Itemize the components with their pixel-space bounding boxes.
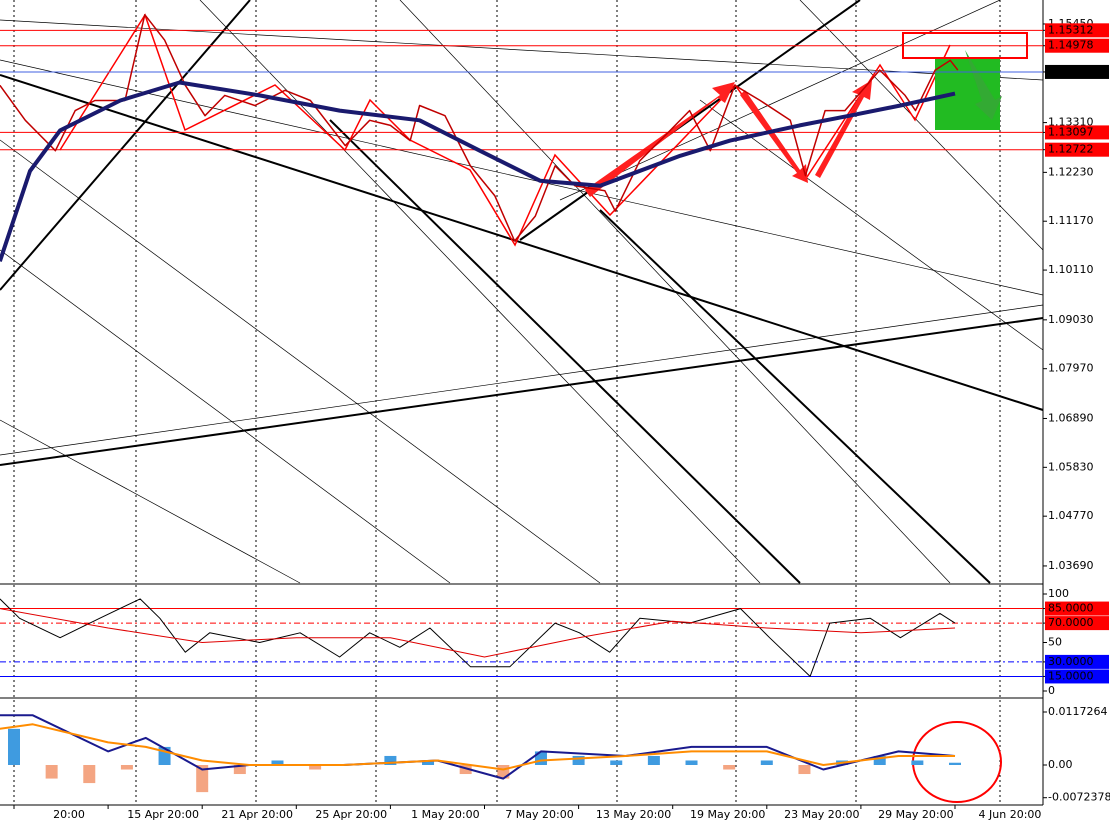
price-label-bg xyxy=(1045,601,1109,616)
y-tick-label: 1.13310 xyxy=(1048,116,1094,129)
y-tick-label: 1.11170 xyxy=(1048,214,1094,227)
y-tick-label: -0.0072378 xyxy=(1048,791,1110,804)
arrows xyxy=(585,80,872,197)
price-label-bg xyxy=(1045,38,1109,53)
price-label-bg xyxy=(1045,23,1109,38)
x-tick-label: 13 May 20:00 xyxy=(596,808,671,821)
histogram-bar xyxy=(271,760,284,765)
y-tick-label: 1.09030 xyxy=(1048,313,1094,326)
x-tick-label: 21 Apr 20:00 xyxy=(221,808,293,821)
histogram-bar xyxy=(572,755,585,765)
histogram-bar xyxy=(685,760,698,765)
y-tick-label: 1.03690 xyxy=(1048,559,1094,572)
y-tick-label: 1.14978 xyxy=(1048,39,1094,52)
y-tick-label: 1.05830 xyxy=(1048,460,1094,473)
y-tick-label: 50 xyxy=(1048,636,1062,649)
histogram-bar xyxy=(873,755,886,765)
histogram-bar xyxy=(723,764,736,770)
price-label-bg xyxy=(1045,125,1109,140)
series-line xyxy=(0,80,956,262)
histogram-bar xyxy=(384,755,397,765)
y-tick-label: 1.12722 xyxy=(1048,143,1094,156)
histogram-bar xyxy=(911,760,924,765)
x-tick-label: 19 May 20:00 xyxy=(690,808,765,821)
y-tick-label: 1.10110 xyxy=(1048,263,1094,276)
histogram-bar xyxy=(949,762,961,765)
y-tick-label: 30.0000 xyxy=(1048,655,1094,668)
histogram-bar xyxy=(798,764,811,775)
histogram-bar xyxy=(459,764,472,775)
x-tick-label: 20:00 xyxy=(53,808,85,821)
x-tick-label: 29 May 20:00 xyxy=(878,808,953,821)
histogram-bar xyxy=(83,764,96,784)
y-tick-label: 0.0117264 xyxy=(1048,705,1108,718)
series-line xyxy=(0,723,955,771)
price-label-bg xyxy=(1045,654,1109,669)
y-tick-label: 85.0000 xyxy=(1048,602,1094,615)
price-label-bg xyxy=(1045,142,1109,157)
histogram-bar xyxy=(309,764,322,770)
histogram-bar xyxy=(647,755,660,765)
series-line xyxy=(0,598,956,677)
macd-circle xyxy=(912,721,1002,803)
histogram-bar xyxy=(196,764,209,793)
y-tick-label: 1.12230 xyxy=(1048,165,1094,178)
x-tick-label: 4 Jun 20:00 xyxy=(979,808,1042,821)
histogram-bar xyxy=(610,760,623,765)
zigzag xyxy=(59,13,951,247)
price-label-bg xyxy=(1045,64,1109,79)
series-line xyxy=(0,13,959,242)
y-tick-label: 1.07970 xyxy=(1048,362,1094,375)
histogram-bar xyxy=(233,764,246,775)
y-tick-label: 15.0000 xyxy=(1048,669,1094,682)
y-tick-label: 0.00 xyxy=(1048,758,1073,771)
price-label-bg xyxy=(1045,616,1109,631)
x-tick-label: 15 Apr 20:00 xyxy=(127,808,199,821)
y-tick-label: 1.13097 xyxy=(1048,125,1094,138)
histogram-bar xyxy=(45,764,58,779)
histogram-bar xyxy=(760,760,773,765)
down-arrow xyxy=(965,50,1002,120)
y-tick-label: 1.04770 xyxy=(1048,509,1094,522)
y-tick-label: 0 xyxy=(1048,684,1055,697)
y-tick-label: 1.14409 xyxy=(1048,65,1094,78)
x-tick-label: 23 May 20:00 xyxy=(784,808,859,821)
histogram-bar xyxy=(8,728,20,765)
price-label-bg xyxy=(1045,669,1109,684)
time-grid xyxy=(13,0,1001,805)
y-tick-label: 1.15312 xyxy=(1048,23,1094,36)
x-tick-label: 25 Apr 20:00 xyxy=(315,808,387,821)
grid-and-drawings xyxy=(0,0,1044,806)
histogram-bar xyxy=(422,760,435,765)
histogram-bar xyxy=(120,764,133,770)
y-tick-label: 70.0000 xyxy=(1048,616,1094,629)
series-line xyxy=(0,608,956,658)
x-tick-label: 7 May 20:00 xyxy=(505,808,573,821)
y-tick-label: 100 xyxy=(1048,587,1069,600)
y-tick-label: 1.06890 xyxy=(1048,411,1094,424)
x-tick-label: 1 May 20:00 xyxy=(411,808,479,821)
